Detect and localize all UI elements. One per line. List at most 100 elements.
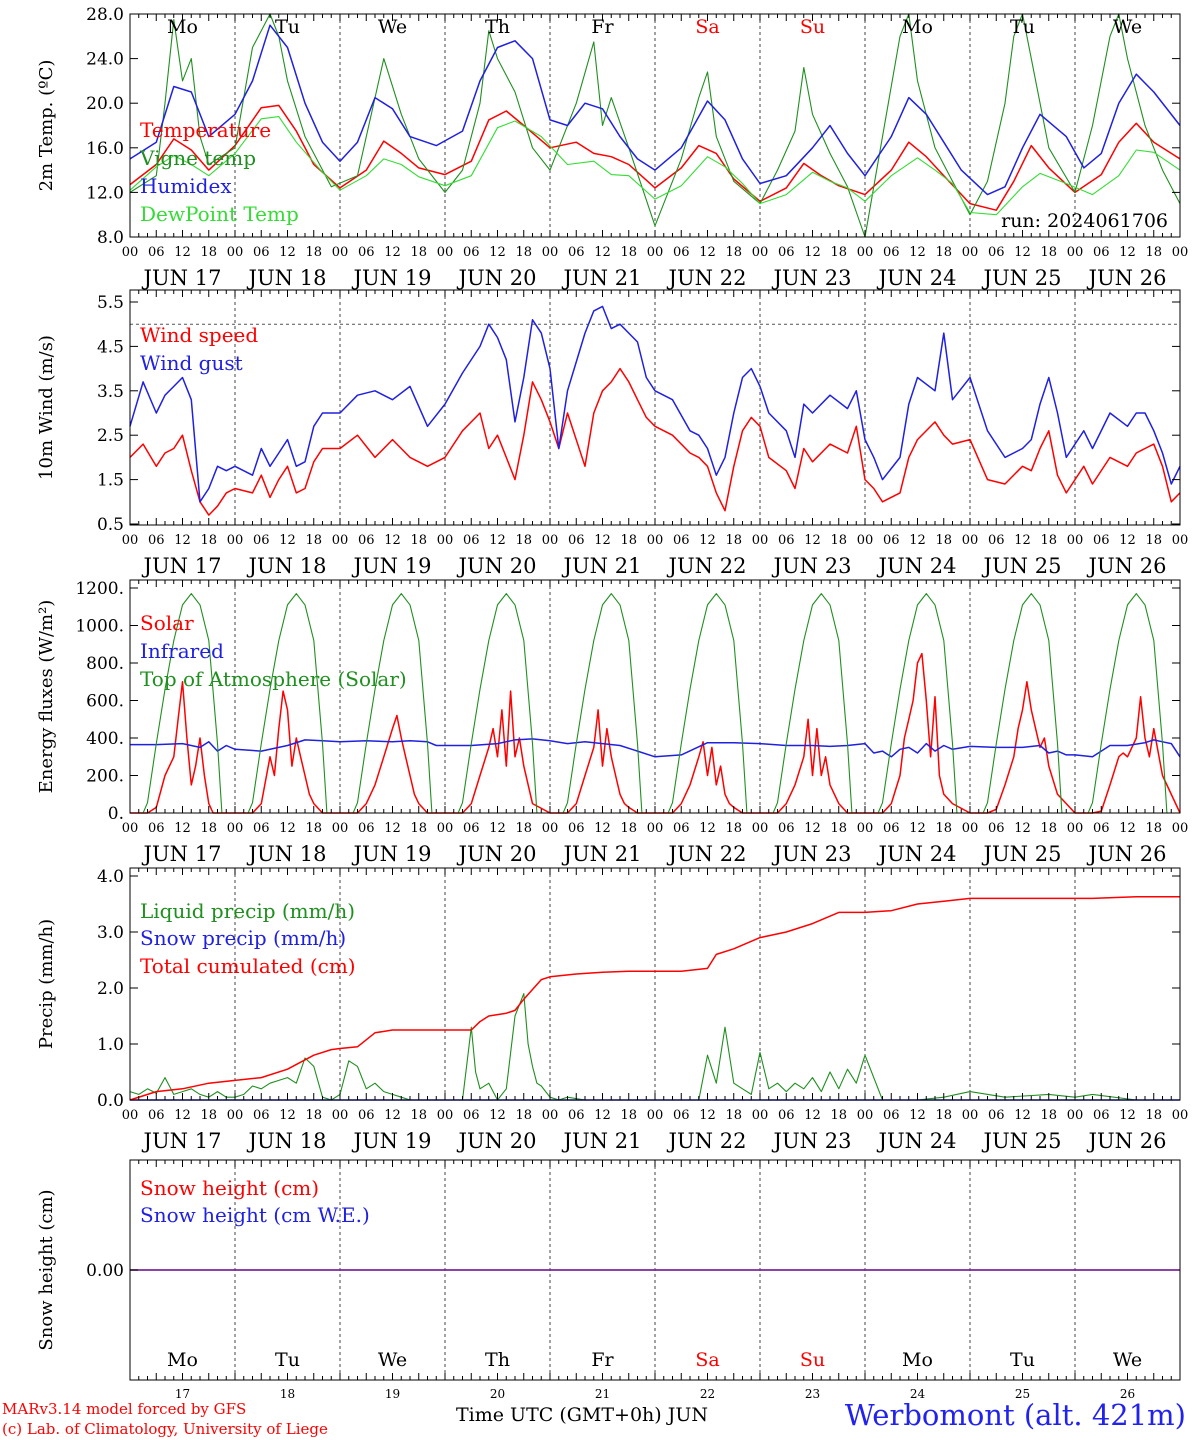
hour-label: 00 xyxy=(647,1108,664,1123)
y-tick-label: 3.5 xyxy=(97,382,124,402)
hour-label: 12 xyxy=(1014,245,1031,260)
hour-label: 06 xyxy=(148,821,165,836)
hour-label: 12 xyxy=(909,533,926,548)
hour-label: 12 xyxy=(594,533,611,548)
y-tick-label: 2.0 xyxy=(97,979,124,999)
hour-label: 00 xyxy=(542,533,559,548)
station-name: Werbomont (alt. 421m) xyxy=(844,1398,1186,1432)
weekday-label: Mo xyxy=(902,16,933,38)
hour-label: 00 xyxy=(647,821,664,836)
y-tick-label: 4.0 xyxy=(97,867,124,887)
y-tick-label: 600. xyxy=(86,692,124,712)
hour-label: 00 xyxy=(437,533,454,548)
date-label: JUN 26 xyxy=(1087,1129,1167,1153)
hour-label: 00 xyxy=(437,245,454,260)
hour-label: 18 xyxy=(410,245,427,260)
hour-label: 12 xyxy=(174,533,191,548)
hour-label: 06 xyxy=(778,821,795,836)
hour-label: 12 xyxy=(279,1108,296,1123)
x-axis-title: Time UTC (GMT+0h) JUN xyxy=(456,1404,708,1426)
weekday-label: Mo xyxy=(167,1349,198,1371)
hour-label: 12 xyxy=(1014,821,1031,836)
hour-label: 12 xyxy=(279,821,296,836)
y-tick-label: 1.5 xyxy=(97,471,124,491)
hour-label: 00 xyxy=(1172,821,1189,836)
weekday-label: Mo xyxy=(167,16,198,38)
weekday-label: Fr xyxy=(591,16,614,38)
date-number-label: 23 xyxy=(805,1387,820,1401)
date-label: JUN 25 xyxy=(982,842,1062,866)
y-axis-label: 2m Temp. (ºC) xyxy=(36,60,57,192)
hour-label: 06 xyxy=(883,821,900,836)
y-tick-label: 2.5 xyxy=(97,426,124,446)
y-axis-label: Snow height (cm) xyxy=(36,1189,57,1350)
date-label: JUN 25 xyxy=(982,266,1062,290)
hour-label: 00 xyxy=(437,821,454,836)
hour-label: 00 xyxy=(227,533,244,548)
date-label: JUN 24 xyxy=(877,842,957,866)
date-label: JUN 23 xyxy=(772,554,852,578)
hour-label: 00 xyxy=(437,1108,454,1123)
y-axis-label: Precip (mm/h) xyxy=(36,919,57,1049)
date-number-label: 25 xyxy=(1015,1387,1030,1401)
hour-label: 06 xyxy=(253,533,270,548)
legend-entry: Snow precip (mm/h) xyxy=(140,926,346,950)
hour-label: 00 xyxy=(752,533,769,548)
hour-label: 18 xyxy=(1145,245,1162,260)
hour-label: 06 xyxy=(1093,533,1110,548)
date-number-label: 17 xyxy=(175,1387,190,1401)
hour-label: 06 xyxy=(568,245,585,260)
hour-label: 00 xyxy=(752,821,769,836)
hour-label: 06 xyxy=(463,245,480,260)
date-label: JUN 19 xyxy=(352,1129,432,1153)
hour-label: 18 xyxy=(725,821,742,836)
y-tick-label: 4.5 xyxy=(97,337,124,357)
hour-label: 06 xyxy=(463,821,480,836)
hour-label: 18 xyxy=(515,821,532,836)
hour-label: 06 xyxy=(148,245,165,260)
hour-label: 06 xyxy=(463,1108,480,1123)
hour-label: 12 xyxy=(489,533,506,548)
date-label: JUN 22 xyxy=(667,842,747,866)
hour-label: 06 xyxy=(988,533,1005,548)
weekday-label: Su xyxy=(800,16,825,38)
hour-label: 18 xyxy=(1145,1108,1162,1123)
y-tick-label: 0. xyxy=(108,804,124,824)
hour-label: 00 xyxy=(1067,1108,1084,1123)
weekday-label: Th xyxy=(485,16,510,38)
date-label: JUN 23 xyxy=(772,266,852,290)
hour-label: 12 xyxy=(1014,1108,1031,1123)
hour-label: 18 xyxy=(830,1108,847,1123)
date-label: JUN 18 xyxy=(247,842,327,866)
date-label: JUN 22 xyxy=(667,266,747,290)
date-label: JUN 19 xyxy=(352,554,432,578)
hour-label: 12 xyxy=(489,821,506,836)
date-label: JUN 19 xyxy=(352,266,432,290)
date-number-label: 20 xyxy=(490,1387,505,1401)
legend-entry: Solar xyxy=(140,611,194,635)
date-number-label: 24 xyxy=(910,1387,926,1401)
hour-label: 00 xyxy=(332,821,349,836)
hour-label: 00 xyxy=(122,821,139,836)
panel-4: 0.0 1.0 2.0 3.0 4.0 Precip (mm/h) Liquid preci… xyxy=(36,867,1188,1153)
hour-label: 06 xyxy=(568,533,585,548)
y-tick-label: 20.0 xyxy=(86,94,124,114)
hour-label: 06 xyxy=(358,1108,375,1123)
hour-label: 00 xyxy=(1067,533,1084,548)
series-line-humidex xyxy=(129,24,1181,196)
date-number-label: 22 xyxy=(700,1387,715,1401)
legend-entry: Liquid precip (mm/h) xyxy=(140,899,355,923)
date-label: JUN 21 xyxy=(562,554,642,578)
hour-label: 18 xyxy=(620,821,637,836)
weekday-label: Su xyxy=(800,1349,825,1371)
hour-label: 12 xyxy=(1119,821,1136,836)
hour-label: 06 xyxy=(778,245,795,260)
legend-entry: Top of Atmosphere (Solar) xyxy=(140,667,407,691)
hour-label: 12 xyxy=(174,245,191,260)
hour-label: 18 xyxy=(830,533,847,548)
hour-label: 06 xyxy=(988,1108,1005,1123)
hour-label: 12 xyxy=(909,245,926,260)
y-tick-label: 800. xyxy=(86,654,124,674)
hour-label: 00 xyxy=(962,245,979,260)
hour-label: 18 xyxy=(200,1108,217,1123)
